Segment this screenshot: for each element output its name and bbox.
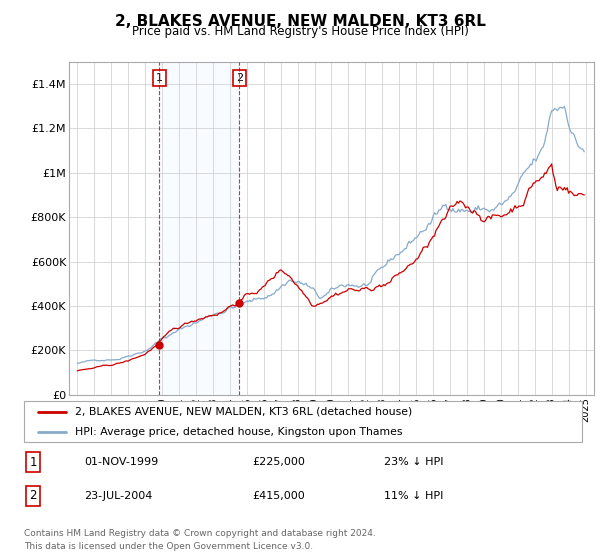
Text: 2, BLAKES AVENUE, NEW MALDEN, KT3 6RL: 2, BLAKES AVENUE, NEW MALDEN, KT3 6RL bbox=[115, 14, 485, 29]
Text: 1: 1 bbox=[29, 455, 37, 469]
Text: 2, BLAKES AVENUE, NEW MALDEN, KT3 6RL (detached house): 2, BLAKES AVENUE, NEW MALDEN, KT3 6RL (d… bbox=[75, 407, 412, 417]
Text: 1: 1 bbox=[156, 73, 163, 83]
Text: 2: 2 bbox=[236, 73, 243, 83]
Text: 01-NOV-1999: 01-NOV-1999 bbox=[84, 457, 158, 467]
FancyBboxPatch shape bbox=[24, 401, 583, 441]
Text: 11% ↓ HPI: 11% ↓ HPI bbox=[384, 491, 443, 501]
Text: This data is licensed under the Open Government Licence v3.0.: This data is licensed under the Open Gov… bbox=[24, 542, 313, 551]
Text: £415,000: £415,000 bbox=[252, 491, 305, 501]
Text: £225,000: £225,000 bbox=[252, 457, 305, 467]
Text: 23% ↓ HPI: 23% ↓ HPI bbox=[384, 457, 443, 467]
Bar bbox=[159, 62, 239, 395]
Text: Price paid vs. HM Land Registry's House Price Index (HPI): Price paid vs. HM Land Registry's House … bbox=[131, 25, 469, 38]
Text: 2: 2 bbox=[29, 489, 37, 502]
Text: Contains HM Land Registry data © Crown copyright and database right 2024.: Contains HM Land Registry data © Crown c… bbox=[24, 529, 376, 538]
Text: HPI: Average price, detached house, Kingston upon Thames: HPI: Average price, detached house, King… bbox=[75, 427, 402, 437]
Text: 23-JUL-2004: 23-JUL-2004 bbox=[84, 491, 152, 501]
